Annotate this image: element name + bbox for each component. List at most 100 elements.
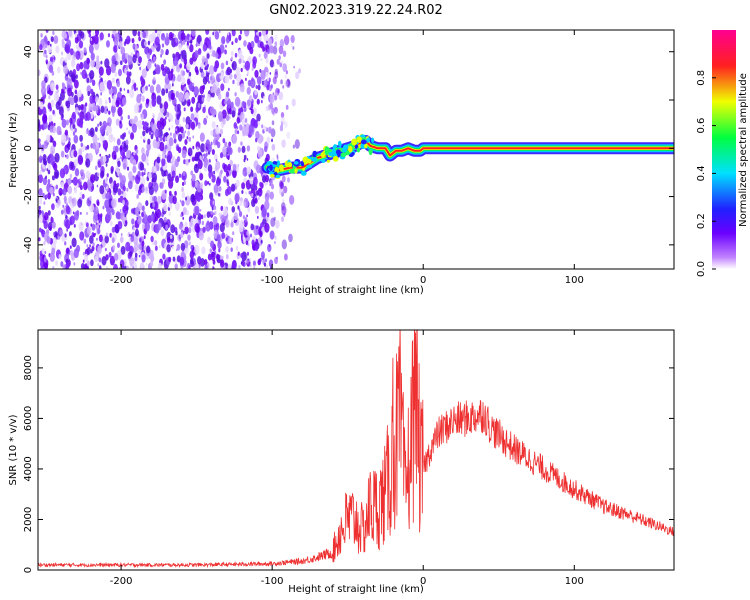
noise-blob bbox=[246, 86, 251, 95]
noise-blob bbox=[174, 263, 178, 269]
noise-blob bbox=[225, 253, 229, 260]
noise-blob bbox=[232, 79, 235, 85]
noise-blob bbox=[191, 156, 195, 162]
noise-blob bbox=[60, 261, 64, 268]
noise-blob bbox=[165, 171, 169, 177]
noise-blob bbox=[98, 97, 103, 106]
signal-blob bbox=[326, 159, 330, 163]
noise-blob bbox=[105, 163, 108, 167]
noise-blob bbox=[265, 174, 270, 183]
noise-blob bbox=[131, 218, 135, 225]
noise-blob bbox=[288, 233, 293, 243]
noise-blob bbox=[73, 187, 78, 194]
noise-blob bbox=[188, 265, 191, 269]
noise-blob bbox=[97, 263, 100, 267]
noise-blob bbox=[125, 64, 129, 70]
noise-blob bbox=[66, 100, 71, 109]
noise-blob bbox=[178, 43, 182, 51]
noise-blob bbox=[240, 111, 245, 121]
noise-blob bbox=[294, 139, 300, 149]
y-tick-label: 6000 bbox=[23, 406, 34, 431]
noise-blob bbox=[220, 169, 223, 174]
noise-blob bbox=[85, 222, 89, 228]
noise-blob bbox=[236, 81, 240, 87]
noise-blob bbox=[109, 232, 112, 238]
noise-blob bbox=[71, 57, 76, 66]
noise-blob bbox=[260, 57, 263, 62]
noise-blob bbox=[186, 123, 189, 129]
noise-blob bbox=[111, 98, 117, 107]
noise-blob bbox=[274, 235, 277, 240]
signal-blob bbox=[356, 147, 361, 153]
noise-blob bbox=[61, 30, 67, 39]
noise-blob bbox=[148, 84, 151, 88]
noise-blob bbox=[66, 247, 70, 254]
signal-blob bbox=[289, 168, 296, 174]
noise-blob bbox=[214, 114, 217, 118]
noise-blob bbox=[60, 209, 64, 215]
noise-blob bbox=[117, 188, 122, 196]
noise-blob bbox=[132, 43, 136, 50]
noise-blob bbox=[265, 153, 270, 162]
noise-blob bbox=[177, 103, 181, 111]
noise-blob bbox=[80, 263, 85, 269]
noise-blob bbox=[242, 215, 246, 220]
noise-blob bbox=[227, 155, 230, 161]
noise-blob bbox=[52, 30, 55, 36]
noise-blob bbox=[191, 96, 196, 104]
noise-blob bbox=[52, 61, 55, 65]
noise-blob bbox=[227, 163, 232, 171]
noise-blob bbox=[207, 144, 212, 153]
noise-blob bbox=[125, 139, 129, 146]
noise-blob bbox=[127, 114, 130, 120]
noise-blob bbox=[43, 256, 47, 263]
noise-blob bbox=[53, 92, 60, 102]
noise-blob bbox=[212, 200, 215, 205]
noise-blob bbox=[221, 109, 227, 119]
noise-blob bbox=[159, 103, 163, 109]
noise-blob bbox=[269, 45, 274, 54]
noise-blob bbox=[154, 239, 158, 247]
y-tick-label: -20 bbox=[23, 188, 34, 204]
x-tick-label: 0 bbox=[420, 576, 426, 587]
noise-blob bbox=[140, 261, 144, 269]
noise-blob bbox=[210, 251, 216, 261]
noise-blob bbox=[206, 211, 211, 218]
noise-blob bbox=[220, 62, 225, 70]
signal-blob bbox=[342, 147, 347, 153]
noise-blob bbox=[94, 59, 100, 70]
noise-blob bbox=[48, 114, 53, 123]
snr-series-line bbox=[38, 330, 674, 569]
noise-blob bbox=[239, 200, 243, 206]
noise-blob bbox=[40, 228, 44, 235]
noise-blob bbox=[188, 136, 192, 142]
noise-blob bbox=[241, 182, 246, 190]
noise-blob bbox=[235, 37, 238, 43]
noise-blob bbox=[219, 128, 224, 135]
noise-blob bbox=[94, 126, 98, 133]
noise-blob bbox=[266, 212, 270, 218]
noise-blob bbox=[231, 30, 236, 37]
noise-blob bbox=[197, 48, 202, 55]
noise-blob bbox=[258, 196, 260, 200]
signal-blob bbox=[371, 137, 375, 143]
noise-blob bbox=[134, 183, 139, 192]
noise-blob bbox=[274, 41, 278, 47]
noise-blob bbox=[202, 155, 205, 159]
noise-blob bbox=[255, 137, 258, 143]
noise-blob bbox=[274, 106, 276, 110]
noise-blob bbox=[282, 50, 287, 58]
noise-blob bbox=[211, 206, 214, 211]
noise-blob bbox=[52, 237, 57, 245]
signal-blob bbox=[356, 136, 362, 143]
noise-blob bbox=[249, 176, 254, 185]
noise-blob bbox=[49, 43, 52, 47]
noise-blob bbox=[144, 221, 150, 232]
noise-blob bbox=[168, 137, 174, 147]
noise-blob bbox=[171, 80, 174, 84]
noise-blob bbox=[129, 266, 132, 269]
noise-blob bbox=[138, 243, 143, 250]
noise-blob bbox=[153, 182, 159, 193]
noise-blob bbox=[209, 197, 216, 208]
